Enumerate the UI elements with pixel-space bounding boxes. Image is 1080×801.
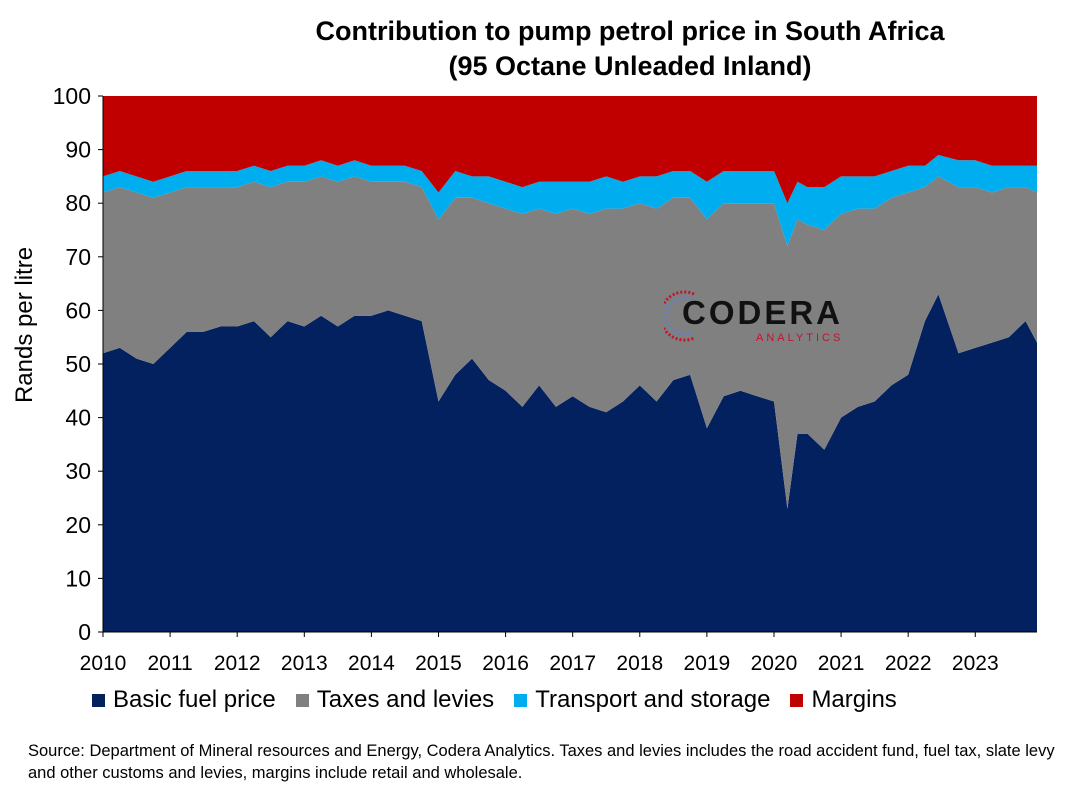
y-tick-label: 40	[65, 405, 91, 431]
area-layers	[103, 96, 1037, 632]
x-tick-label: 2012	[214, 652, 261, 675]
x-tick-label: 2019	[684, 652, 731, 675]
x-tick-label: 2014	[348, 652, 395, 675]
x-tick-label: 2020	[751, 652, 798, 675]
y-tick-label: 100	[53, 83, 91, 109]
area-margins	[103, 96, 1037, 204]
area-taxes-and-levies	[103, 176, 1037, 509]
y-tick-label: 60	[65, 297, 91, 323]
legend-label: Transport and storage	[535, 686, 771, 713]
logo-mark-icon	[664, 290, 695, 342]
source-note: Source: Department of Mineral resources …	[28, 742, 1055, 782]
y-tick-label: 80	[65, 190, 91, 216]
x-tick-label: 2010	[80, 652, 127, 675]
x-tick-label: 2011	[148, 652, 193, 675]
x-tick-label: 2016	[482, 652, 529, 675]
legend: Basic fuel price Taxes and levies Transpor…	[92, 685, 917, 715]
area-transport-and-storage	[103, 155, 1037, 247]
legend-swatch	[790, 693, 804, 707]
legend-swatch	[92, 693, 105, 707]
legend-swatch	[514, 693, 528, 707]
x-tick-label: 2021	[818, 652, 865, 675]
x-tick-label: 2017	[549, 652, 596, 675]
y-tick-label: 70	[65, 244, 91, 270]
y-tick-label: 0	[78, 619, 91, 645]
logo-name: CODERA	[682, 294, 844, 331]
legend-label: Taxes and levies	[316, 686, 495, 713]
logo-subtitle: ANALYTICS	[756, 332, 844, 344]
legend-item: Basic fuel price	[92, 686, 276, 714]
legend-item: Margins	[790, 686, 897, 714]
legend-swatch	[295, 693, 309, 707]
area-basic-fuel-price	[103, 294, 1037, 632]
chart-title-line-1: Contribution to pump petrol price in Sou…	[315, 16, 945, 46]
x-tick-label: 2022	[885, 652, 932, 675]
legend-item: Taxes and levies	[295, 686, 495, 714]
x-tick-label: 2015	[415, 652, 462, 675]
y-tick-label: 30	[65, 458, 91, 484]
legend-label: Margins	[811, 686, 897, 713]
y-tick-label: 50	[65, 351, 91, 377]
legend-label: Basic fuel price	[113, 686, 276, 713]
y-tick-label: 90	[65, 137, 91, 163]
y-tick-label: 20	[65, 512, 91, 538]
y-axis-label: Rands per litre	[11, 247, 38, 403]
codera-logo: CODERA ANALYTICS	[664, 282, 874, 352]
chart-title-line-2: (95 Octane Unleaded Inland)	[448, 51, 812, 81]
y-tick-label: 10	[65, 565, 91, 591]
x-tick-label: 2018	[616, 652, 663, 675]
x-tick-label: 2023	[952, 652, 999, 675]
x-tick-label: 2013	[281, 652, 328, 675]
legend-item: Transport and storage	[514, 686, 770, 714]
axes: 0 10 20 30 40 50 60 70 80 90 100 2010 2011 2012 2013 20…	[53, 83, 1037, 675]
chart-title: Contribution to pump petrol price in Sou…	[230, 14, 1030, 84]
